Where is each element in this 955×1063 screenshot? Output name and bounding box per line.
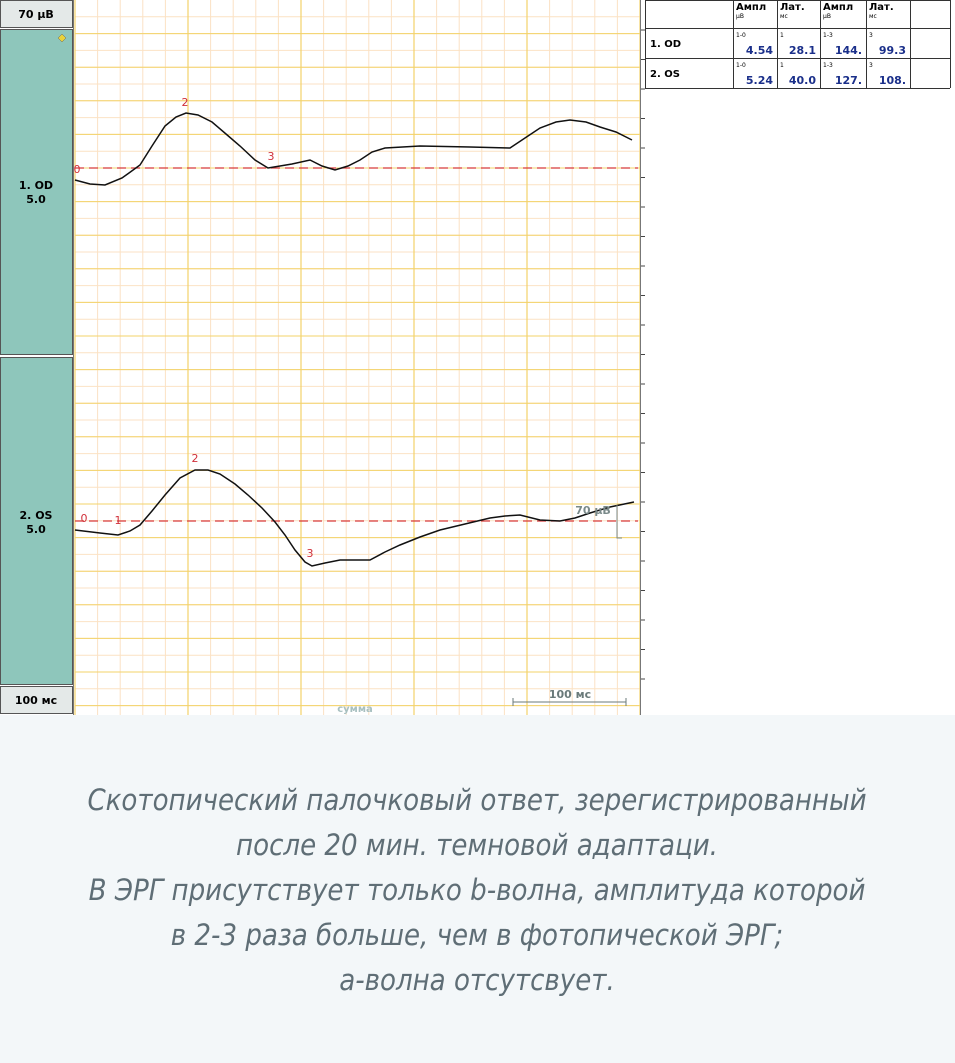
time-box <box>0 686 73 714</box>
cell-value: 4.54 <box>746 44 773 57</box>
marker: 0 <box>81 512 88 525</box>
caption-line: Скотопический палочковый ответ, зерегист… <box>87 783 866 817</box>
column-title: Лат. <box>780 2 805 13</box>
marker: 0 <box>74 163 81 176</box>
column-title: Лат. <box>869 2 894 13</box>
trace <box>74 469 635 567</box>
marker: 2 <box>182 96 189 109</box>
row-name: 2. OS <box>650 69 680 80</box>
cell-value: 99.3 <box>879 44 906 57</box>
caption-line: после 20 мин. темновой адаптаци. <box>236 828 718 862</box>
cell-sub: 3 <box>869 62 873 69</box>
column-unit: µВ <box>736 13 744 20</box>
marker: 3 <box>307 547 314 560</box>
cell-value: 144. <box>835 44 862 57</box>
column-title: Ампл <box>823 2 853 13</box>
caption-line: в 2-3 раза больше, чем в фотопической ЭР… <box>171 918 783 952</box>
amp-box <box>0 0 73 28</box>
caption-line: В ЭРГ присутствует только b-волна, ампли… <box>89 873 866 907</box>
time-scale: 100 мс <box>15 694 57 707</box>
cell-sub: 1 <box>780 32 784 39</box>
column-unit: мс <box>780 13 788 20</box>
amp-scale: 70 µВ <box>18 8 54 21</box>
indicator <box>57 33 67 43</box>
channel-box <box>0 357 73 685</box>
cell-value: 108. <box>879 74 906 87</box>
marker: 3 <box>268 150 275 163</box>
caption-line: а-волна отсутсвует. <box>339 963 615 997</box>
cell-value: 127. <box>835 74 862 87</box>
marker: 2 <box>192 452 199 465</box>
channel-label: 1. OD <box>19 179 53 192</box>
time-bar-label: 100 мс <box>549 688 591 701</box>
marker: 1 <box>115 514 122 527</box>
cell-sub: 1-3 <box>823 32 833 39</box>
column-title: Ампл <box>736 2 766 13</box>
cell-value: 40.0 <box>789 74 816 87</box>
channel-gain: 5.0 <box>26 523 46 536</box>
cell-sub: 1 <box>780 62 784 69</box>
amp-bar-label: 70 µВ <box>575 504 611 517</box>
caption: Скотопический палочковый ответ, зерегист… <box>87 783 866 997</box>
channel-label: 2. OS <box>20 509 53 522</box>
trace <box>74 112 633 186</box>
cell-value: 5.24 <box>746 74 773 87</box>
caption-bg <box>0 715 955 1063</box>
column-unit: мс <box>869 13 877 20</box>
column-unit: µВ <box>823 13 831 20</box>
cell-sub: 1-0 <box>736 32 746 39</box>
row-name: 1. OD <box>650 39 681 50</box>
footer-label: сумма <box>337 704 373 715</box>
channel-box <box>0 29 73 355</box>
cell-value: 28.1 <box>789 44 816 57</box>
cell-sub: 1-3 <box>823 62 833 69</box>
amp-bar <box>616 505 622 539</box>
channel-gain: 5.0 <box>26 193 46 206</box>
cell-sub: 1-0 <box>736 62 746 69</box>
cell-sub: 3 <box>869 32 873 39</box>
time-bar <box>512 698 627 706</box>
plot-bg <box>75 0 640 715</box>
